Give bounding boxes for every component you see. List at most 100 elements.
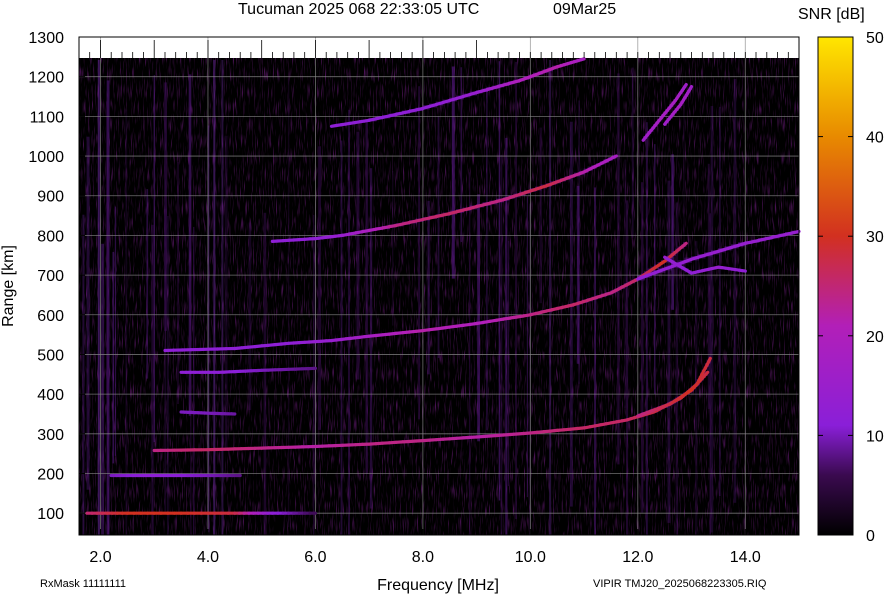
interference-streak [675, 202, 679, 535]
interference-streak [719, 106, 721, 497]
interference-streak [213, 60, 216, 535]
interference-streak [313, 214, 315, 535]
rxmask-label: RxMask 11111111 [40, 578, 126, 590]
interference-streak [177, 162, 179, 404]
y-tick-label: 400 [37, 387, 64, 404]
colorbar-tick-label: 30 [866, 229, 884, 246]
interference-streak [101, 243, 105, 536]
colorbar-tick-label: 10 [866, 428, 884, 445]
y-tick-label: 900 [37, 189, 64, 206]
x-tick-label: 10.0 [515, 549, 546, 566]
interference-streak [106, 184, 109, 535]
echo-trace-segment [707, 356, 712, 364]
interference-streak [287, 78, 290, 528]
interference-streak [733, 79, 737, 503]
colorbar-tick-label: 40 [866, 130, 884, 147]
x-tick-label: 14.0 [730, 549, 761, 566]
chart-date: 09Mar25 [553, 1, 616, 18]
interference-streak [167, 216, 169, 535]
echo-trace-segment [703, 370, 710, 377]
colorbar-tick-label: 50 [866, 30, 884, 47]
interference-streak [151, 224, 154, 536]
interference-streak [626, 200, 629, 535]
y-tick-label: 800 [37, 228, 64, 245]
interference-streak [164, 82, 167, 331]
y-tick-label: 1100 [30, 109, 65, 126]
interference-streak [365, 120, 368, 474]
file-label: VIPIR TMJ20_2025068223305.RIQ [593, 578, 767, 590]
interference-streak [683, 98, 685, 305]
interference-streak [486, 86, 488, 431]
interference-streak [526, 196, 528, 498]
x-axis-label: Frequency [MHz] [377, 577, 499, 594]
interference-streak [594, 187, 596, 535]
x-tick-label: 12.0 [622, 549, 653, 566]
interference-streak [418, 86, 420, 420]
plot-area [78, 36, 803, 536]
y-tick-label: 1000 [28, 149, 64, 166]
interference-streak [460, 67, 463, 242]
interference-streak [125, 109, 128, 535]
echo-traces [83, 55, 803, 517]
interference-streak [617, 73, 620, 465]
y-tick-label: 600 [37, 308, 64, 325]
interference-streak [193, 226, 195, 535]
interference-streak [82, 214, 85, 535]
interference-streak [356, 131, 360, 380]
interference-streak [97, 60, 100, 535]
y-tick-label: 200 [37, 466, 64, 483]
y-tick-label: 500 [37, 347, 64, 364]
unsounded-band [79, 37, 799, 58]
colorbar-label: SNR [dB] [798, 6, 865, 23]
interference-streak [392, 171, 394, 326]
y-tick-label: 300 [37, 427, 64, 444]
interference-streak [671, 154, 674, 310]
chart-title: Tucuman 2025 068 22:33:05 UTC [238, 1, 479, 18]
interference-streak [469, 172, 471, 536]
interference-streak [539, 127, 542, 304]
interference-streak [641, 182, 644, 513]
y-axis-ticks: 100 200 300 400 500 600 700 800 900 1000 1100 1200 1… [28, 30, 85, 523]
interference-streak [188, 74, 192, 416]
echo-trace-segment [683, 82, 688, 89]
colorbar-gradient [817, 36, 854, 536]
interference-streak [106, 101, 108, 398]
colorbar: SNR [dB] 0 10 20 30 40 50 [798, 6, 884, 545]
interference-streak [248, 222, 252, 411]
interference-streak [710, 106, 714, 533]
echo-trace-segment [579, 57, 586, 62]
interference-streak [153, 75, 155, 442]
interference-streak [707, 163, 710, 410]
y-tick-label: 100 [37, 506, 64, 523]
colorbar-tick-label: 20 [866, 329, 884, 346]
echo-trace-segment [610, 154, 618, 160]
interference-streak [318, 146, 321, 430]
x-axis-ticks: 2.0 4.0 6.0 8.0 10.0 12.0 14.0 [89, 529, 761, 566]
interference-streak [106, 80, 110, 536]
echo-trace-segment [790, 229, 801, 235]
x-tick-label: 4.0 [197, 549, 219, 566]
interference-streak [164, 208, 167, 512]
interference-streak [86, 136, 90, 490]
interference-streak [645, 122, 648, 535]
colorbar-ticks: 0 10 20 30 40 50 [818, 30, 884, 545]
interference-streak [190, 197, 192, 535]
interference-streak [515, 61, 517, 520]
interference-streak [348, 109, 350, 536]
x-tick-label: 8.0 [412, 549, 434, 566]
interference-streak [631, 67, 634, 238]
y-tick-label: 700 [37, 268, 64, 285]
echo-trace-segment [688, 84, 694, 91]
interference-streak [451, 66, 455, 279]
interference-streak [427, 200, 430, 375]
x-tick-label: 6.0 [304, 549, 326, 566]
interference-streak [207, 125, 210, 533]
y-tick-label: 1300 [28, 30, 64, 47]
interference-streak [500, 154, 503, 536]
interference-streak [146, 189, 149, 379]
interference-streak [569, 121, 573, 507]
echo-trace-segment [681, 241, 688, 248]
interference-streak [263, 212, 267, 536]
interference-streak [507, 240, 510, 487]
